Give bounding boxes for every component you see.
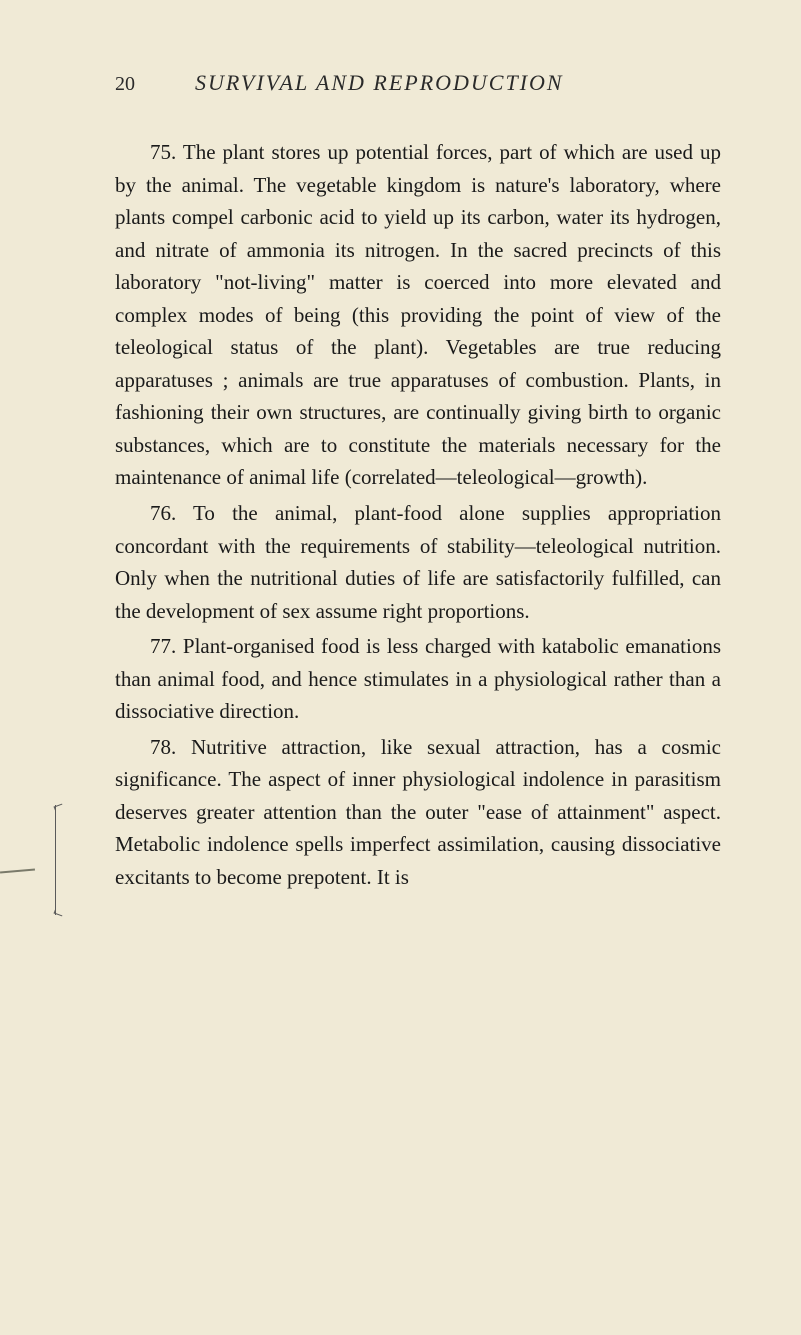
document-page: 20 SURVIVAL AND REPRODUCTION 75. The pla…	[0, 0, 801, 957]
page-number: 20	[115, 73, 135, 96]
paragraph-76: 76. To the animal, plant-food alone supp…	[115, 497, 721, 627]
margin-bracket-mark	[55, 805, 85, 915]
page-header: 20 SURVIVAL AND REPRODUCTION	[115, 70, 721, 96]
paragraph-77: 77. Plant-organised food is less charged…	[115, 630, 721, 728]
page-title: SURVIVAL AND REPRODUCTION	[195, 70, 564, 96]
paragraph-75: 75. The plant stores up potential forces…	[115, 136, 721, 494]
paragraph-78: 78. Nutritive attraction, like sexual at…	[115, 731, 721, 894]
page-content: 75. The plant stores up potential forces…	[115, 136, 721, 894]
